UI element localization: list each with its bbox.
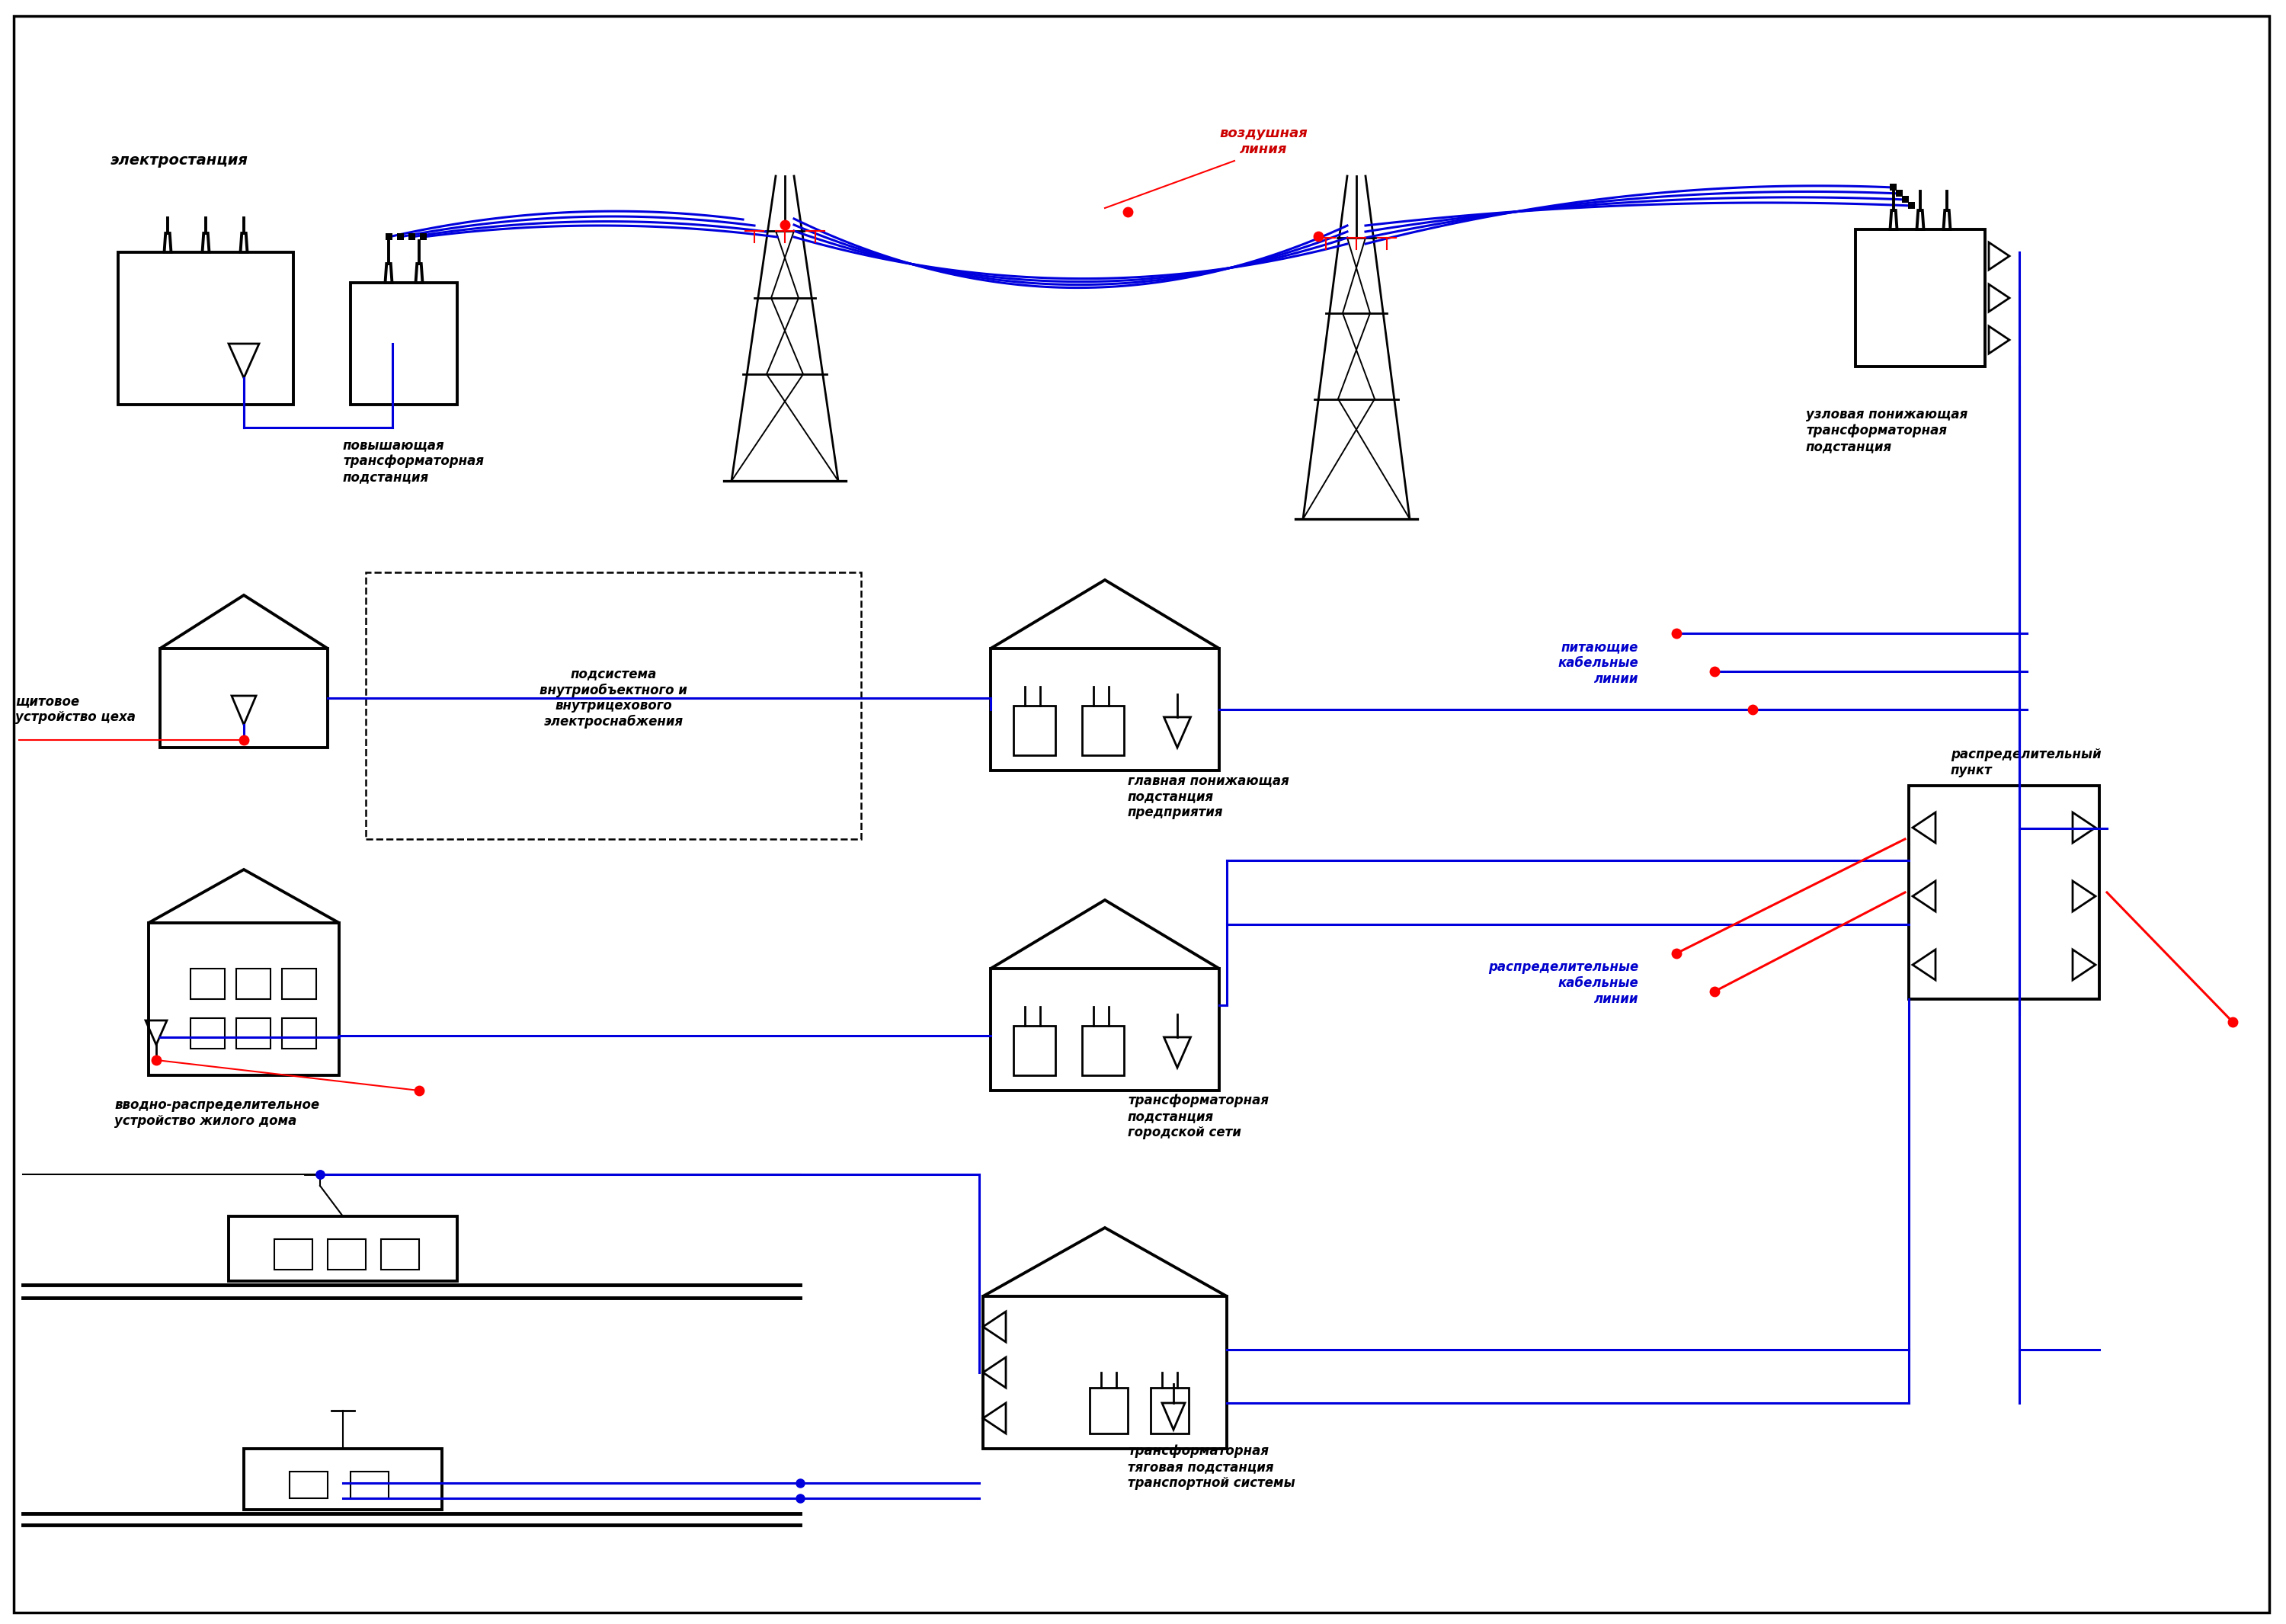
Text: главная понижающая
подстанция
предприятия: главная понижающая подстанция предприяти… <box>1127 773 1289 818</box>
Bar <box>366 572 862 840</box>
Text: трансформаторная
подстанция
городской сети: трансформаторная подстанция городской се… <box>1127 1095 1269 1140</box>
Bar <box>1902 197 1909 203</box>
Polygon shape <box>1943 211 1950 229</box>
Bar <box>190 1018 224 1049</box>
Bar <box>421 234 425 240</box>
Text: электростанция: электростанция <box>110 153 249 167</box>
Text: узловая понижающая
трансформаторная
подстанция: узловая понижающая трансформаторная подс… <box>1806 408 1968 453</box>
Polygon shape <box>990 968 1218 1091</box>
Polygon shape <box>416 263 423 283</box>
Bar <box>245 1449 441 1510</box>
Polygon shape <box>149 922 338 1075</box>
Bar <box>1895 190 1902 197</box>
Bar <box>235 968 270 999</box>
Text: воздушная
линия: воздушная линия <box>1218 127 1308 156</box>
Bar <box>407 234 416 240</box>
Bar <box>1013 706 1056 755</box>
Bar <box>1090 1389 1127 1434</box>
Bar <box>1856 229 1984 367</box>
Polygon shape <box>201 234 210 252</box>
Bar <box>1081 1026 1125 1075</box>
Bar <box>1909 203 1916 209</box>
Bar <box>382 1239 418 1270</box>
Bar <box>1891 184 1897 192</box>
Bar <box>281 1018 315 1049</box>
Text: подсистема
внутриобъектного и
внутрицехового
электроснабжения: подсистема внутриобъектного и внутрицехо… <box>539 667 688 729</box>
Polygon shape <box>165 234 171 252</box>
Bar <box>190 968 224 999</box>
Bar <box>119 252 293 404</box>
Text: распределительные
кабельные
линии: распределительные кабельные линии <box>1488 960 1639 1005</box>
Bar <box>350 283 457 404</box>
Text: повышающая
трансформаторная
подстанция: повышающая трансформаторная подстанция <box>343 438 485 484</box>
Bar <box>350 1471 389 1499</box>
Polygon shape <box>240 234 247 252</box>
Text: распределительный
пункт: распределительный пункт <box>1950 747 2101 778</box>
Bar <box>274 1239 313 1270</box>
Polygon shape <box>990 648 1218 770</box>
Text: вводно-распределительное
устройство жилого дома: вводно-распределительное устройство жило… <box>114 1098 320 1129</box>
Bar <box>398 234 402 240</box>
Bar <box>281 968 315 999</box>
Bar <box>1909 786 2099 999</box>
Text: щитовое
устройство цеха: щитовое устройство цеха <box>16 695 135 724</box>
Bar <box>1150 1389 1189 1434</box>
Text: питающие
кабельные
линии: питающие кабельные линии <box>1557 640 1639 685</box>
Polygon shape <box>160 648 327 747</box>
Polygon shape <box>983 1296 1228 1449</box>
Bar <box>290 1471 327 1499</box>
Bar <box>1081 706 1125 755</box>
Bar <box>1013 1026 1056 1075</box>
Polygon shape <box>1916 211 1925 229</box>
Text: трансформаторная
тяговая подстанция
транспортной системы: трансформаторная тяговая подстанция тран… <box>1127 1444 1296 1489</box>
Polygon shape <box>384 263 393 283</box>
Polygon shape <box>1891 211 1897 229</box>
Bar <box>235 1018 270 1049</box>
Bar <box>327 1239 366 1270</box>
Bar <box>384 234 393 240</box>
Bar <box>229 1216 457 1281</box>
